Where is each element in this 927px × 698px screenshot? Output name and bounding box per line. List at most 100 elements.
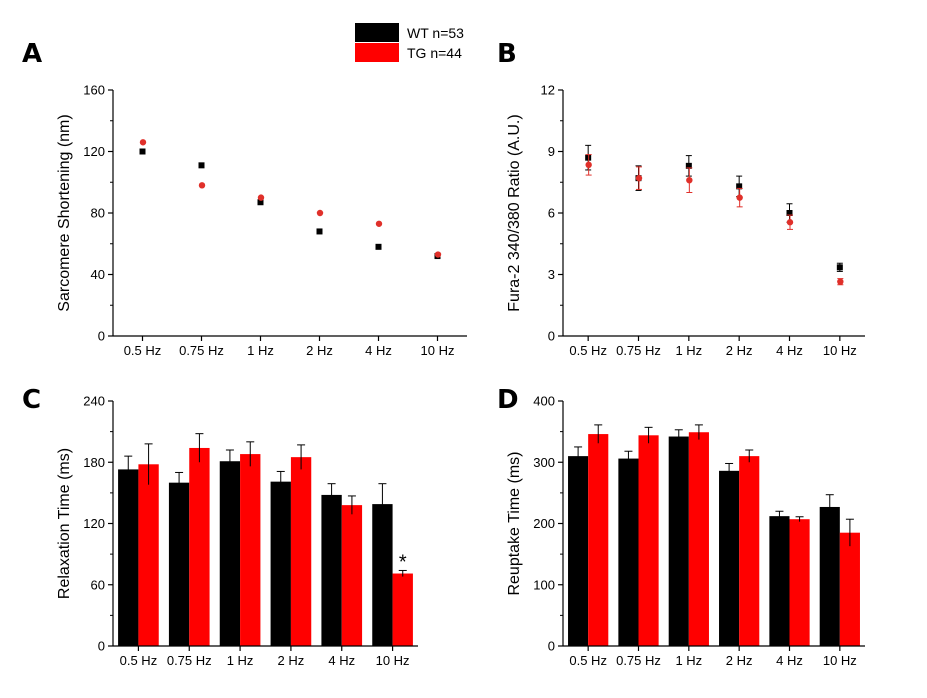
bar-tg-4 [789,519,810,646]
bar-wt-2 [668,436,689,646]
x-tick-label-2: 1 Hz [227,653,254,668]
bar-tg-5 [839,532,860,646]
x-tick-label-3: 2 Hz [306,343,333,358]
panel-letter-d: D [497,385,519,415]
bar-tg-1 [638,435,659,646]
point-wt-2 [257,199,264,206]
bar-tg-3 [290,457,312,646]
point-tg-0 [139,139,147,146]
bar-wt-2 [219,461,241,646]
x-tick-label-5: 10 Hz [421,343,455,358]
point-tg-4 [786,219,794,226]
bar-wt-3 [719,470,740,646]
x-tick-label-0: 0.5 Hz [569,343,607,358]
bar-tg-2 [688,432,709,646]
x-tick-label-1: 0.75 Hz [616,653,661,668]
x-tick-label-5: 10 Hz [823,653,857,668]
y-tick-label-1: 3 [548,267,555,282]
panel-letters: A B C D [22,39,519,415]
x-tick-label-2: 1 Hz [675,343,702,358]
x-tick-label-5: 10 Hz [376,653,410,668]
x-tick-label-1: 0.75 Hz [616,343,661,358]
bar-wt-4 [769,516,790,646]
significance-annotation-0: * [399,551,407,573]
y-tick-label-2: 6 [548,206,555,221]
x-tick-label-5: 10 Hz [823,343,857,358]
point-tg-3 [316,209,324,217]
x-tick-label-3: 2 Hz [726,343,753,358]
point-tg-2 [257,194,265,201]
bar-tg-3 [739,456,760,646]
point-wt-4 [786,210,793,216]
y-axis-title: Sarcomere Shortening (nm) [56,114,73,311]
y-tick-label-3: 9 [548,144,555,159]
point-wt-3 [736,183,743,190]
point-tg-2 [686,177,693,184]
panel-a-chart: 0 40 80 120 160 0.5 Hz 0.75 Hz 1 Hz 2 Hz 4 Hz 10 H… [56,83,467,358]
bar-wt-1 [168,482,190,646]
point-wt-4 [375,243,382,250]
legend-label-wt: WT n=53 [407,25,464,41]
y-tick-label-1: 60 [91,577,105,592]
point-tg-1 [635,174,643,182]
legend: WT n=53 TG n=44 [355,23,464,62]
panel-letter-a: A [22,39,42,69]
y-tick-label-3: 300 [533,455,555,470]
bar-tg-2 [240,454,261,646]
bar-wt-3 [270,481,291,646]
bar-tg-4 [341,505,363,646]
bar-tg-1 [189,447,210,646]
point-wt-2 [685,162,692,169]
y-tick-label-4: 12 [541,83,555,98]
point-wt-5 [836,264,843,271]
bar-wt-5 [819,506,840,646]
y-tick-label-3: 180 [83,455,105,470]
x-tick-label-2: 1 Hz [247,343,274,358]
point-tg-4 [375,220,383,227]
legend-swatch-tg [355,43,399,62]
x-tick-label-4: 4 Hz [776,343,803,358]
point-tg-0 [585,161,592,169]
y-axis-title: Fura-2 340/380 Ratio (A.U.) [506,114,523,311]
y-axis-title: Reuptake Time (ms) [506,451,523,595]
y-tick-label-2: 200 [533,516,555,531]
point-wt-0 [139,148,146,155]
bar-wt-4 [321,494,342,646]
x-tick-label-0: 0.5 Hz [120,653,158,668]
bar-wt-5 [372,504,393,646]
point-wt-1 [198,162,205,169]
y-tick-label-4: 400 [533,394,555,409]
x-tick-label-2: 1 Hz [675,653,702,668]
x-tick-label-4: 4 Hz [365,343,392,358]
panel-c-chart: 0 60 120 180 240 0.5 Hz 0.75 Hz 1 Hz 2 Hz 4 Hz 10 … [56,394,418,668]
bar-wt-1 [618,458,639,646]
x-tick-label-3: 2 Hz [278,653,305,668]
point-tg-5 [434,251,442,258]
point-wt-3 [316,228,323,235]
y-tick-label-4: 240 [83,394,105,409]
x-tick-label-4: 4 Hz [328,653,355,668]
panel-d-chart: 0 100 200 300 400 0.5 Hz 0.75 Hz 1 Hz 2 Hz 4 Hz 10… [506,394,865,668]
bar-tg-0 [588,434,609,646]
point-tg-1 [198,182,206,189]
point-tg-3 [736,194,743,201]
x-tick-label-0: 0.5 Hz [124,343,162,358]
x-tick-label-4: 4 Hz [776,653,803,668]
legend-swatch-wt [355,23,399,42]
y-tick-label-1: 100 [533,577,555,592]
y-tick-label-0: 0 [98,329,105,344]
legend-label-tg: TG n=44 [407,45,462,61]
y-tick-label-0: 0 [98,639,105,654]
x-tick-label-1: 0.75 Hz [179,343,224,358]
y-tick-label-3: 120 [83,144,105,159]
y-tick-label-2: 80 [91,206,105,221]
y-tick-label-0: 0 [548,639,555,654]
panel-letter-b: B [497,39,517,69]
bar-wt-0 [568,456,589,646]
bar-tg-5 [392,573,413,646]
y-axis-title: Relaxation Time (ms) [56,448,73,599]
y-tick-label-2: 120 [83,516,105,531]
y-tick-label-4: 160 [83,83,105,98]
bar-tg-0 [138,464,159,646]
